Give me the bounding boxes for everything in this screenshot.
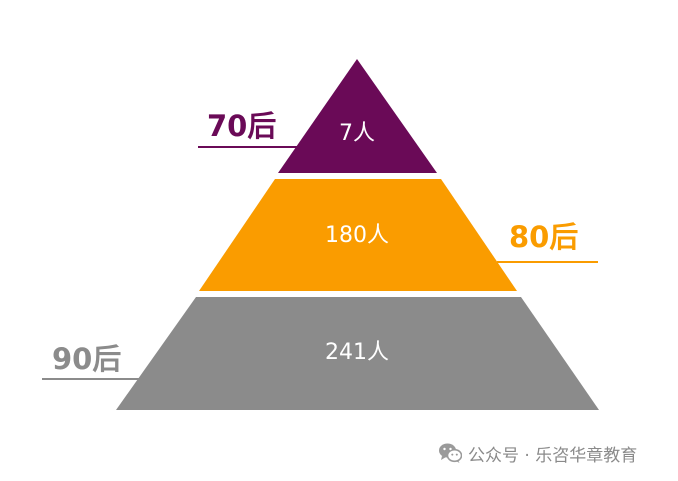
wechat-icon <box>439 443 462 463</box>
tier-70s-count: 7人 <box>339 121 375 146</box>
generation-label-80s: 80后 <box>509 220 578 254</box>
tier-80s-count: 180人 <box>325 223 389 248</box>
watermark: 公众号 · 乐咨华章教育 <box>438 440 637 466</box>
tier-80s-shape <box>199 179 517 291</box>
generation-label-90s: 90后 <box>52 342 121 376</box>
generation-label-70s: 70后 <box>207 109 276 143</box>
watermark-text: 公众号 · 乐咨华章教育 <box>468 445 638 466</box>
tier-90s-shape <box>116 297 599 410</box>
tier-90s-count: 241人 <box>325 340 389 365</box>
tier-70s-shape <box>278 59 437 173</box>
